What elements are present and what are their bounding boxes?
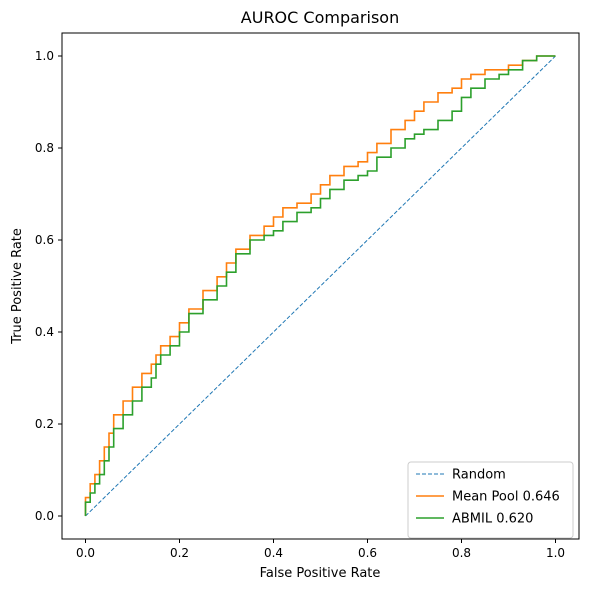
y-tick-label: 0.0 [35,509,54,523]
x-tick-label: 0.2 [170,546,189,560]
plot-frame [61,32,580,540]
y-tick-label: 0.4 [35,325,54,339]
x-tick-label: 0.6 [358,546,377,560]
x-axis-label: False Positive Rate [260,566,381,581]
series-line-2 [84,55,556,516]
x-tick-label: 0.4 [264,546,283,560]
x-tick-label: 0.0 [76,546,95,560]
legend: Random Mean Pool 0.646 ABMIL 0.620 [407,461,574,539]
legend-box [407,461,574,539]
chart-title: AUROC Comparison [241,8,399,27]
x-tick-label: 1.0 [546,546,565,560]
y-axis-label: True Positive Rate [10,228,25,345]
series-line-0 [85,55,556,517]
x-tick-label: 0.8 [452,546,471,560]
y-tick-label: 0.2 [35,417,54,431]
legend-label-0: Random [452,468,506,483]
series-line-1 [84,55,556,516]
y-tick-label: 0.8 [35,141,54,155]
y-tick-label: 0.6 [35,233,54,247]
y-tick-label: 1.0 [35,49,54,63]
series-layer [84,55,556,517]
legend-label-1: Mean Pool 0.646 [452,490,560,505]
legend-label-2: ABMIL 0.620 [452,512,533,527]
ticks-layer: 0.0 0.2 0.4 0.6 0.8 1.0 0.0 0.2 0.4 0.6 0.8 1.0 [35,49,565,560]
